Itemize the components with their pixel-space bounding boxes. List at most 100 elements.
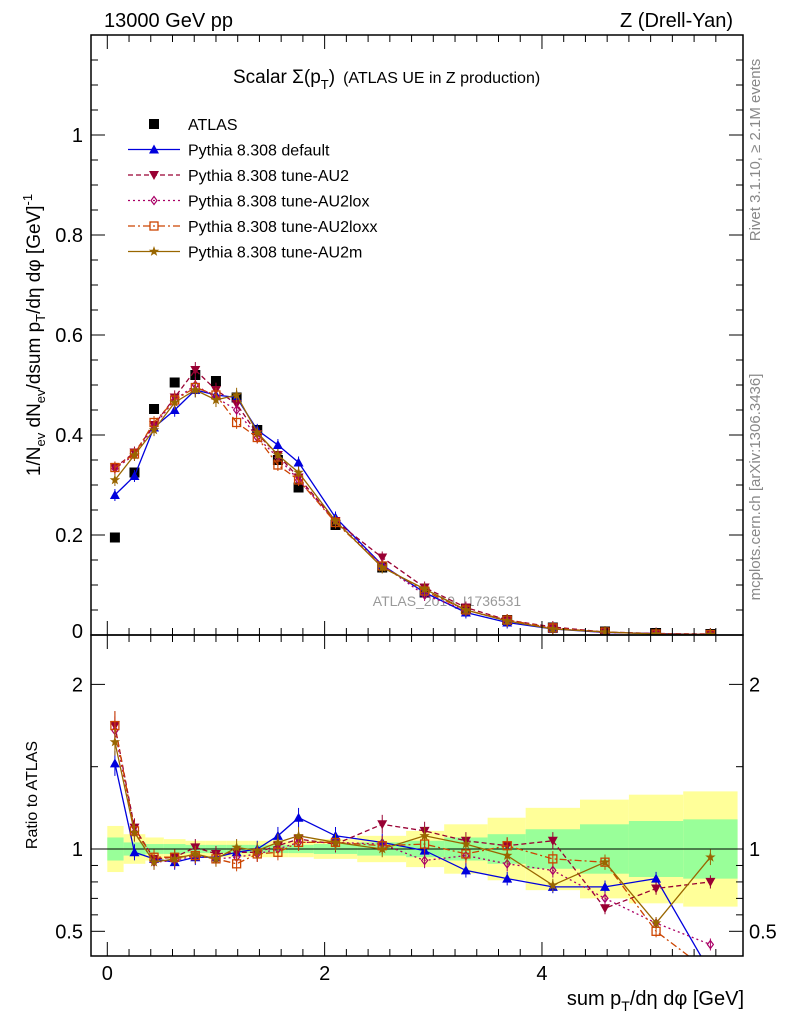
x-axis-label: sum pT/dη dφ [GeV]: [567, 988, 744, 1014]
main-y-tick-label: 1: [72, 125, 83, 147]
ratio-data-point: [651, 884, 662, 894]
x-tick-label: 0: [102, 963, 113, 985]
main-data-point: [190, 366, 201, 375]
axes-group: 0.2 0.4 0.6 0.8 1 0 0 2 4 0.5 0.5 1 1 2 2: [55, 35, 777, 985]
main-data-point: [129, 449, 140, 460]
main-data-point: [272, 440, 283, 449]
legend-marker: [149, 144, 159, 154]
ratio-data-point: [547, 879, 559, 890]
ratio-data-point: [190, 848, 201, 859]
ratio-data-point: [210, 853, 222, 864]
main-data-point: [419, 583, 430, 594]
ratio-data-point: [460, 865, 471, 875]
ratio-data-point: [599, 904, 610, 914]
main-data-point: [547, 623, 559, 634]
main-data-point: [232, 405, 241, 415]
legend-marker: [149, 221, 159, 231]
main-data-point: [129, 471, 140, 480]
main-data-point: [293, 482, 304, 493]
ratio-data-point: [706, 939, 715, 950]
ratio-data-point: [377, 843, 388, 854]
main-data-point: [377, 562, 388, 572]
ratio-data-point: [377, 820, 388, 830]
legend-label: Pythia 8.308 tune-AU2lox: [188, 194, 369, 211]
main-data-point: [330, 515, 341, 526]
ratio-data-point: [705, 851, 716, 862]
ratio-data-point: [252, 845, 263, 856]
legend-entry: Pythia 8.308 tune-AU2m: [128, 245, 362, 262]
main-y-tick-label: 0.8: [55, 225, 83, 247]
main-y-tick-label-zero: 0: [72, 621, 83, 643]
main-y-tick-label: 0.4: [55, 425, 83, 447]
ratio-data-point: [651, 873, 662, 883]
main-data-point: [169, 377, 180, 388]
main-data-point: [420, 590, 429, 600]
main-data-point: [210, 394, 222, 405]
ratio-data-point: [503, 858, 511, 869]
main-data-point: [109, 532, 120, 543]
main-data-point: [109, 490, 120, 499]
ratio-y-tick-label-right: 0.5: [749, 921, 777, 943]
ratio-data-point: [705, 967, 715, 976]
ratio-y-tick-label-right: 2: [749, 674, 760, 696]
legend-marker: [150, 195, 158, 206]
ratio-data-point: [599, 856, 611, 867]
ratio-data-point: [706, 968, 714, 976]
ratio-data-point: [231, 841, 242, 852]
rivet-label: Rivet 3.1.10, ≥ 2.1M events: [747, 59, 764, 242]
ratio-data-point: [330, 836, 341, 847]
x-tick-label: 2: [319, 963, 330, 985]
ratio-data-point: [502, 850, 513, 860]
main-data-point: [110, 462, 120, 473]
ratio-data-point: [548, 854, 558, 864]
main-data-point: [190, 384, 201, 395]
ratio-series-group: [109, 711, 716, 976]
ratio-data-point: [650, 917, 662, 928]
main-series-5: [109, 382, 716, 635]
legend-marker: [148, 246, 160, 256]
main-data-point: [169, 405, 180, 414]
main-data-point: [650, 628, 662, 635]
ratio-panel-frame: [90, 634, 744, 957]
ratio-data-point: [460, 838, 472, 849]
main-data-point: [377, 553, 388, 563]
legend-label: Pythia 8.308 tune-AU2: [188, 168, 349, 185]
ratio-data-point: [502, 873, 513, 883]
ratio-data-point: [420, 855, 429, 866]
ratio-data-point: [169, 853, 180, 864]
main-data-point: [705, 629, 716, 635]
main-data-point: [148, 424, 160, 435]
ratio-y-tick-label: 1: [72, 839, 83, 861]
ratio-data-point: [148, 856, 160, 867]
legend-label: Pythia 8.308 tune-AU2loxx: [188, 219, 377, 236]
x-tick-label: 4: [536, 963, 547, 985]
ratio-data-point: [129, 847, 140, 857]
main-data-point: [272, 449, 284, 460]
energy-label: 13000 GeV pp: [104, 10, 233, 32]
chart-title: Scalar Σ(pT) (ATLAS UE in Z production): [233, 67, 540, 92]
ratio-data-point: [705, 877, 716, 887]
legend-entry: Pythia 8.308 tune-AU2: [128, 168, 349, 185]
main-data-point: [169, 397, 180, 407]
legend-label: Pythia 8.308 tune-AU2m: [188, 245, 362, 262]
legend-entry: Pythia 8.308 tune-AU2lox: [128, 194, 369, 211]
legend-entry: Pythia 8.308 default: [128, 143, 330, 160]
main-data-point: [293, 467, 304, 477]
ratio-y-tick-label-right: 1: [749, 839, 760, 861]
ratio-data-point: [129, 827, 140, 837]
ratio-data-point: [231, 859, 242, 869]
legend-entry: ATLAS: [149, 117, 238, 134]
ratio-data-point: [599, 881, 610, 891]
main-data-point: [599, 626, 611, 635]
ratio-ylabel: Ratio to ATLAS: [24, 741, 41, 849]
legend-entry: Pythia 8.308 tune-AU2loxx: [128, 219, 377, 236]
main-y-tick-label: 0.6: [55, 325, 83, 347]
main-data-point: [460, 604, 472, 615]
main-ylabel: 1/Nev dNev/dsum pT/dη dφ [GeV]-1: [20, 194, 48, 476]
ratio-data-point: [419, 830, 430, 841]
main-data-point: [252, 427, 263, 437]
ratio-data-point: [272, 836, 284, 847]
main-y-tick-label: 0.2: [55, 525, 83, 547]
